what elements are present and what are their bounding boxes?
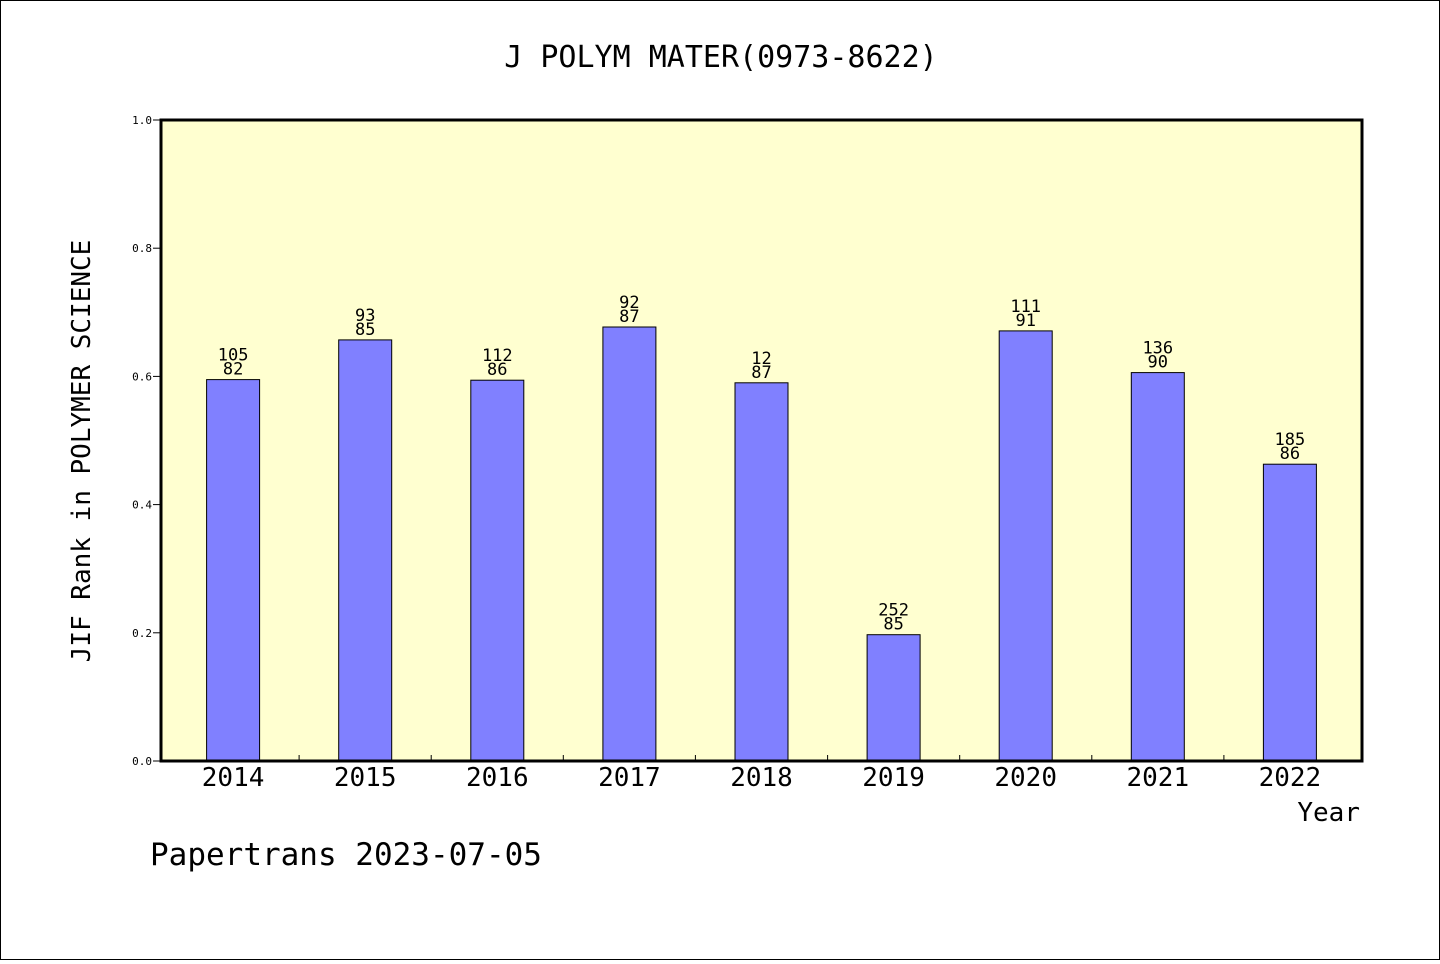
x-tick-label: 2018 [730,763,793,793]
data-label-rank: 111 [1010,297,1041,317]
bar-2019 [866,634,921,762]
data-label-total: 90 [1148,353,1168,373]
footer-text: Papertrans 2023-07-05 [150,837,542,873]
data-label-rank: 105 [218,346,249,366]
data-label-rank: 185 [1275,430,1306,450]
y-tick-label: 0.2 [132,627,152,640]
data-label-total: 86 [487,360,507,380]
x-tick-group: 2014 2015 2016 2017 2018 2019 2020 2021 2022 [202,755,1321,793]
data-label-rank: 93 [355,306,375,326]
data-label-total: 86 [1280,444,1300,464]
data-label-total: 85 [355,320,375,340]
y-tick-label: 1.0 [132,114,152,127]
data-label-rank: 136 [1142,339,1173,359]
x-tick-label: 2020 [994,763,1057,793]
chart-title: J POLYM MATER(0973-8622) [504,40,937,75]
x-tick-label: 2017 [598,763,661,793]
y-tick-group: 0.0 0.2 0.4 0.6 0.8 1.0 [132,114,161,768]
data-label-rank: 252 [878,601,909,621]
data-label-group: 1058293851128692871287252851119113690185… [218,293,1306,635]
bar-2014 [206,379,261,762]
bar-2018 [734,382,789,762]
x-tick-label: 2021 [1126,763,1189,793]
bar-2017 [602,326,657,762]
y-tick-label: 0.6 [132,370,152,383]
y-axis-label: JIF Rank in POLYMER SCIENCE [67,240,97,663]
data-label-total: 85 [883,615,903,635]
y-tick-label: 0.8 [132,242,152,255]
bar-2021 [1130,372,1185,762]
data-label-rank: 112 [482,346,513,366]
x-tick-label: 2022 [1259,763,1322,793]
x-axis-label: Year [1297,798,1360,828]
bar-2022 [1262,463,1317,762]
x-tick-label: 2016 [466,763,529,793]
y-tick-label: 0.0 [132,755,152,768]
x-tick-label: 2015 [334,763,397,793]
bar-2016 [470,379,525,762]
bar-2015 [338,339,393,762]
data-label-total: 82 [223,360,243,380]
bar-2020 [998,330,1053,762]
data-label-total: 91 [1015,311,1035,331]
data-label-rank: 12 [751,349,771,369]
data-label-total: 87 [619,307,639,327]
data-label-rank: 92 [619,293,639,313]
plot-border [159,118,1364,763]
x-tick-label: 2019 [862,763,925,793]
bar-group [206,326,1317,762]
x-tick-label: 2014 [202,763,265,793]
data-label-total: 87 [751,363,771,383]
y-tick-label: 0.4 [132,499,152,512]
